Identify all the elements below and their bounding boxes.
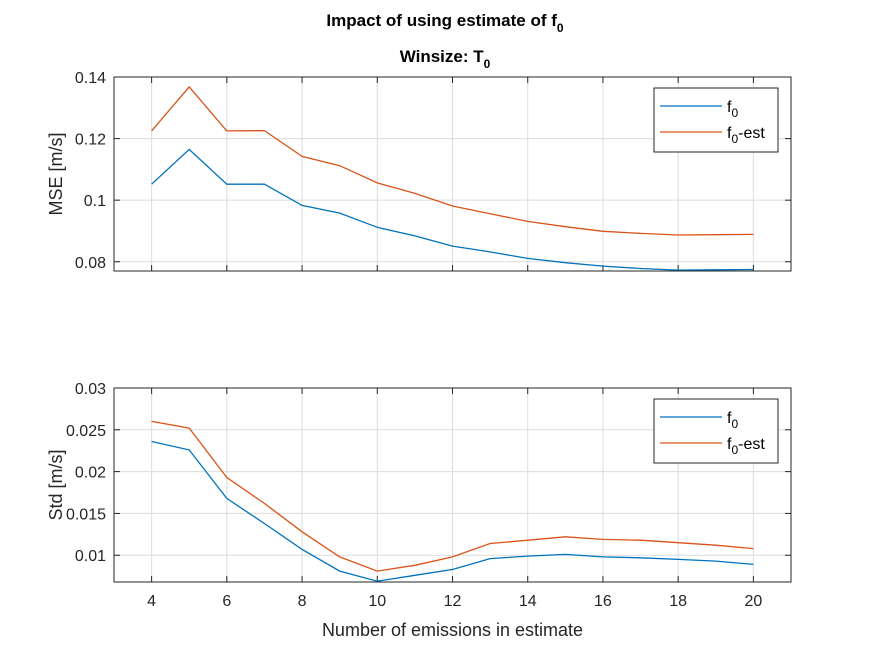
std-xtick-label: 14 (519, 593, 537, 610)
std-ytick-label: 0.025 (66, 423, 106, 440)
mse-ytick-label: 0.08 (75, 255, 106, 272)
std-legend-label: f0-est (727, 436, 765, 457)
std-xtick-label: 18 (669, 593, 687, 610)
std-axes: 4 6 8 10 12 14 16 18 20 0.01 0.015 0.02 0.025 0.03 Std… (46, 381, 792, 640)
figure-title: Impact of using estimate of f0 (326, 11, 563, 35)
std-xtick-label: 6 (222, 593, 231, 610)
std-legend: f0 f0-est (653, 398, 779, 464)
figure-subtitle: Winsize: T0 (400, 47, 491, 71)
std-xtick-label: 4 (147, 593, 156, 610)
mse-series-line-f0 (151, 148, 754, 271)
std-xtick-label: 10 (368, 593, 386, 610)
std-ytick-label: 0.015 (66, 506, 106, 523)
std-ytick-label: 0.02 (75, 465, 106, 482)
std-axes-frame (113, 387, 792, 583)
mse-axes-frame (113, 76, 792, 272)
std-xtick-label: 8 (298, 593, 307, 610)
std-ytick-label: 0.01 (75, 548, 106, 565)
mse-ytick-label: 0.14 (75, 70, 106, 87)
mse-ytick-label: 0.12 (75, 132, 106, 149)
std-series-line-f0-est (151, 420, 754, 572)
mse-series-line-f0-est (151, 85, 754, 236)
std-ytick-label: 0.03 (75, 381, 106, 398)
mse-legend: f0 f0-est (653, 87, 779, 153)
std-series-line-f0 (151, 440, 754, 582)
mse-ytick-label: 0.1 (84, 193, 106, 210)
mse-legend-box (653, 87, 779, 153)
mse-legend-label: f0-est (727, 125, 765, 146)
std-legend-box (653, 398, 779, 464)
std-xtick-label: 20 (744, 593, 762, 610)
std-xtick-label: 16 (594, 593, 612, 610)
mse-legend-label: f0 (727, 99, 738, 120)
std-legend-label: f0 (727, 410, 738, 431)
std-xlabel: Number of emissions in estimate (322, 620, 583, 640)
std-xtick-label: 12 (444, 593, 462, 610)
mse-ylabel: MSE [m/s] (46, 132, 66, 215)
std-ylabel: Std [m/s] (46, 449, 66, 520)
mse-axes: 0.08 0.1 0.12 0.14 MSE [m/s] f0 f0-est (46, 70, 792, 272)
